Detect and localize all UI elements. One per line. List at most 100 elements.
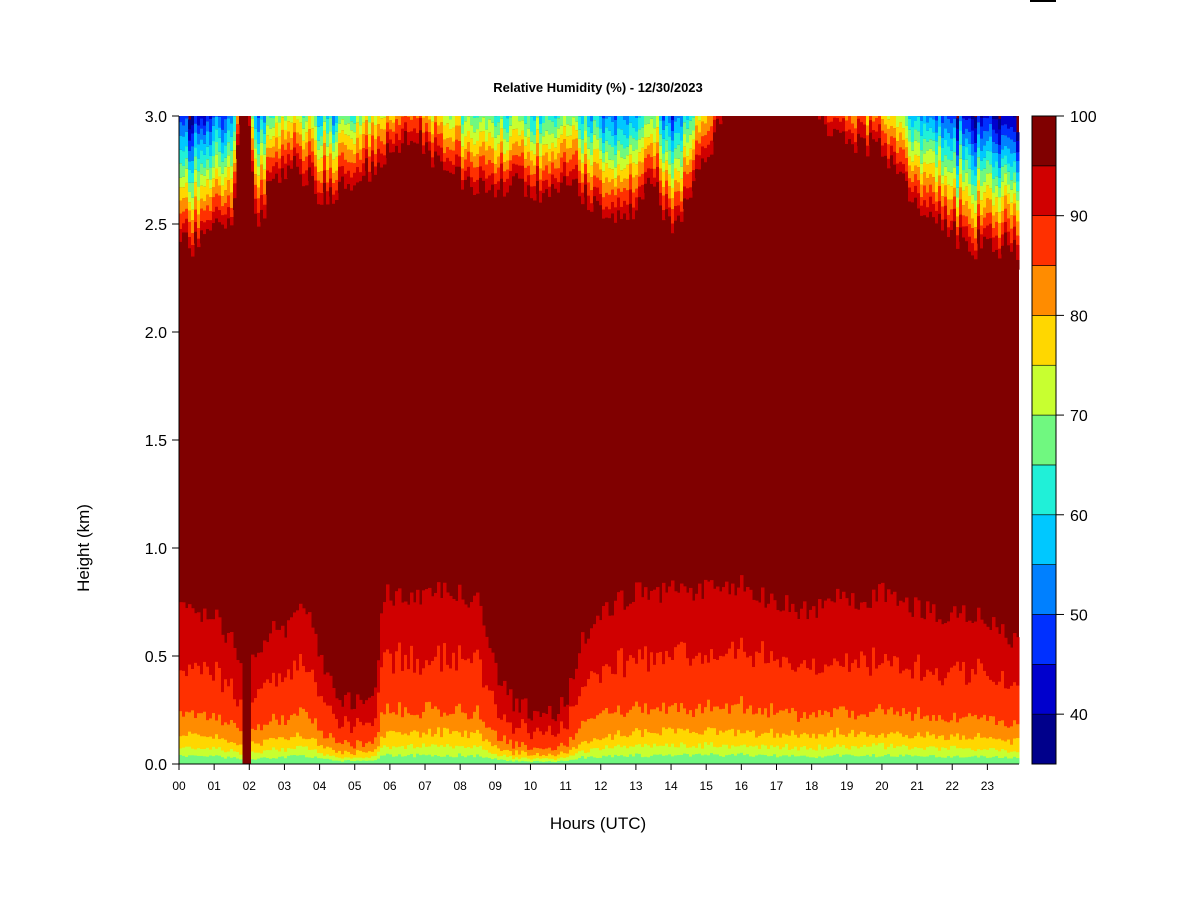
upper-band [326,204,330,216]
upper-band [599,150,603,160]
lower-band [803,746,807,764]
upper-band [1016,152,1020,162]
upper-band [374,174,378,188]
upper-band [911,116,915,128]
upper-band [233,171,237,184]
lower-band [848,733,852,764]
upper-band [536,117,540,130]
upper-band [605,192,609,207]
upper-band [359,125,363,135]
upper-band [677,132,681,145]
upper-band [974,259,978,269]
upper-band [905,125,909,139]
upper-band [581,123,585,140]
upper-band [1013,182,1017,194]
upper-band [200,128,204,140]
upper-band [287,131,291,143]
upper-band [401,116,405,117]
upper-band [674,191,678,207]
upper-band [950,220,954,230]
upper-band [983,168,987,182]
lower-band [404,756,408,764]
upper-band [959,116,963,122]
upper-band [677,171,681,183]
upper-band [380,167,384,179]
upper-band [284,163,288,180]
upper-band [197,214,201,229]
upper-band [953,208,957,222]
colorbar-frame [1031,115,1057,765]
upper-band [872,116,876,122]
upper-band [461,146,465,158]
upper-band [1010,189,1014,203]
upper-band [488,132,492,146]
upper-band [965,226,969,242]
upper-band [701,116,705,122]
upper-band [476,154,480,168]
upper-band [587,136,591,149]
upper-band [995,221,999,236]
upper-band [818,116,822,120]
upper-band [980,116,984,118]
upper-band [674,180,678,192]
upper-band [509,185,513,195]
upper-band [917,167,921,181]
upper-band [461,189,465,202]
upper-band [452,174,456,187]
upper-band [911,150,915,162]
lower-band [875,745,879,764]
upper-band [413,116,417,129]
lower-band [380,755,384,764]
upper-band [362,175,366,189]
lower-band [1001,749,1005,764]
lower-band [356,750,360,764]
upper-band [977,229,981,244]
upper-band [992,129,996,142]
upper-band [962,159,966,171]
upper-band [626,155,630,165]
lower-band [902,708,906,764]
upper-band [206,169,210,180]
upper-band [998,118,1002,130]
upper-band [182,211,186,224]
upper-band [989,223,993,239]
upper-band [956,187,960,198]
upper-band [269,157,273,173]
upper-band [626,124,630,139]
upper-band [845,131,849,144]
upper-band [224,177,228,191]
lower-band [995,684,999,764]
upper-band [212,178,216,187]
lower-band [992,756,996,764]
upper-band [662,153,666,163]
upper-band [476,117,480,130]
upper-band [647,137,651,146]
upper-band [419,116,423,119]
upper-band [467,130,471,143]
upper-band [215,218,219,233]
upper-band [215,129,219,143]
upper-band [224,166,228,178]
upper-band [593,175,597,187]
upper-band [917,156,921,168]
upper-band [896,174,900,184]
lower-band [863,744,867,764]
upper-band [233,163,237,172]
lower-band [440,745,444,764]
upper-band [389,116,393,121]
upper-band [527,128,531,138]
upper-band [539,190,543,203]
upper-band [641,137,645,148]
upper-band [671,187,675,199]
upper-band [965,201,969,217]
upper-band [917,131,921,143]
lower-band [284,758,288,764]
lower-band [572,759,576,764]
upper-band [662,187,666,196]
upper-band [305,142,309,157]
upper-band [341,176,345,188]
lower-band [959,757,963,764]
upper-band [539,168,543,180]
upper-band [431,134,435,143]
upper-band [1016,221,1020,236]
